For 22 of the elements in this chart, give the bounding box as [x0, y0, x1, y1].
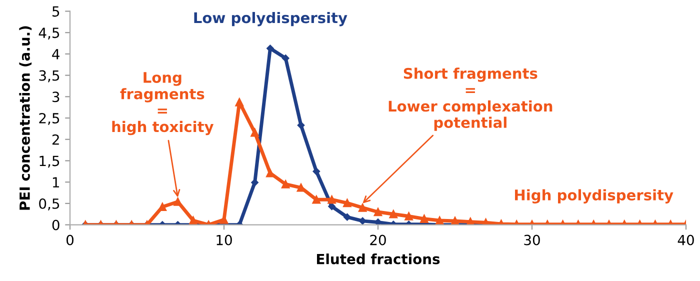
x-tick-label: 40	[678, 234, 694, 246]
y-tick-label: 2,5	[39, 112, 60, 125]
annotation: Long fragments = high toxicity	[112, 72, 214, 136]
y-tick-label: 0,5	[39, 198, 60, 210]
y-tick-label: 4	[52, 49, 60, 60]
y-tick-label: 4,5	[38, 28, 60, 40]
y-tick-label: 2	[52, 134, 59, 145]
annotation: Low polydispersity	[194, 12, 348, 26]
x-tick-label: 30	[524, 234, 540, 246]
y-tick-label: 1	[52, 177, 59, 188]
x-tick-label: 20	[370, 234, 386, 246]
annotation: Short fragments = Lower complexation potential	[388, 68, 552, 131]
y-tick-label: 1,5	[40, 156, 60, 168]
x-axis-title: Eluted fractions	[316, 254, 440, 264]
y-tick-label: 3,5	[39, 70, 60, 82]
annotation: High polydispersity	[515, 189, 674, 204]
x-tick-label: 10	[216, 234, 232, 246]
y-tick-label: 5	[52, 6, 60, 17]
y-tick-label: 0	[52, 220, 60, 230]
y-tick-label: 3	[52, 92, 60, 102]
y-axis-title: PEI concentration (a.u.)	[19, 26, 32, 210]
x-tick-label: 0	[66, 234, 74, 246]
